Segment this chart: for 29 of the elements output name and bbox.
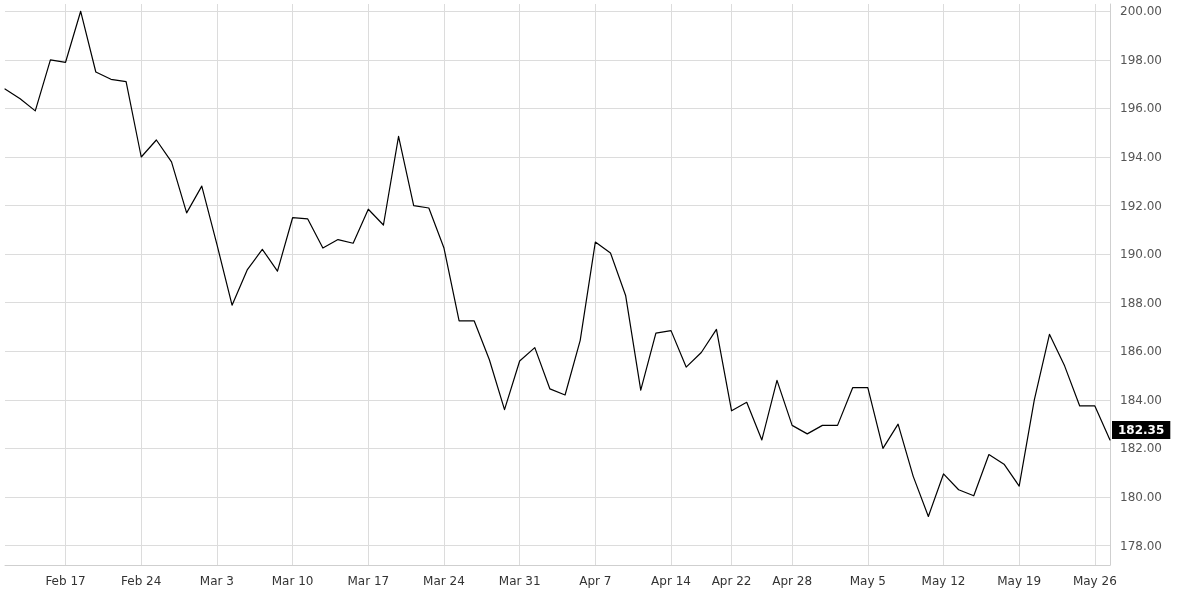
x-tick-label: Mar 3 xyxy=(199,574,234,588)
x-tick-label: Apr 14 xyxy=(651,574,691,588)
line-series xyxy=(4,10,1111,518)
y-tick-label: 186.00 xyxy=(1120,344,1162,359)
y-tick-label: 188.00 xyxy=(1120,295,1162,310)
x-tick-label: Feb 24 xyxy=(121,574,162,588)
y-tick-label: 190.00 xyxy=(1120,247,1162,262)
x-tick-label: Feb 17 xyxy=(45,574,86,588)
text: 182.35 xyxy=(1118,422,1165,437)
y-tick-label: 180.00 xyxy=(1120,490,1162,504)
x-tick-label: May 12 xyxy=(921,574,966,588)
x-tick-label: May 19 xyxy=(997,574,1042,588)
y-tick-label: 196.00 xyxy=(1120,101,1162,116)
x-tick-label: May 5 xyxy=(849,574,886,588)
x-tick-label: Mar 31 xyxy=(498,574,541,588)
x-tick-label: Mar 17 xyxy=(347,574,390,588)
y-tick-label: 192.00 xyxy=(1120,198,1162,213)
y-tick-label: 178.00 xyxy=(1120,538,1162,553)
x-tick-label: Mar 24 xyxy=(423,574,465,588)
x-tick-label: Apr 22 xyxy=(711,574,752,588)
x-tick-label: Apr 7 xyxy=(579,574,612,588)
y-tick-label: 184.00 xyxy=(1120,392,1162,407)
y-tick-label: 198.00 xyxy=(1120,52,1162,67)
y-tick-label: 200.00 xyxy=(1120,4,1162,19)
y-tick-label: 194.00 xyxy=(1120,150,1162,164)
x-tick-label: May 26 xyxy=(1072,574,1117,588)
x-tick-label: Mar 10 xyxy=(271,574,314,588)
y-tick-label: 182.00 xyxy=(1120,441,1162,456)
x-tick-label: Apr 28 xyxy=(772,574,813,588)
